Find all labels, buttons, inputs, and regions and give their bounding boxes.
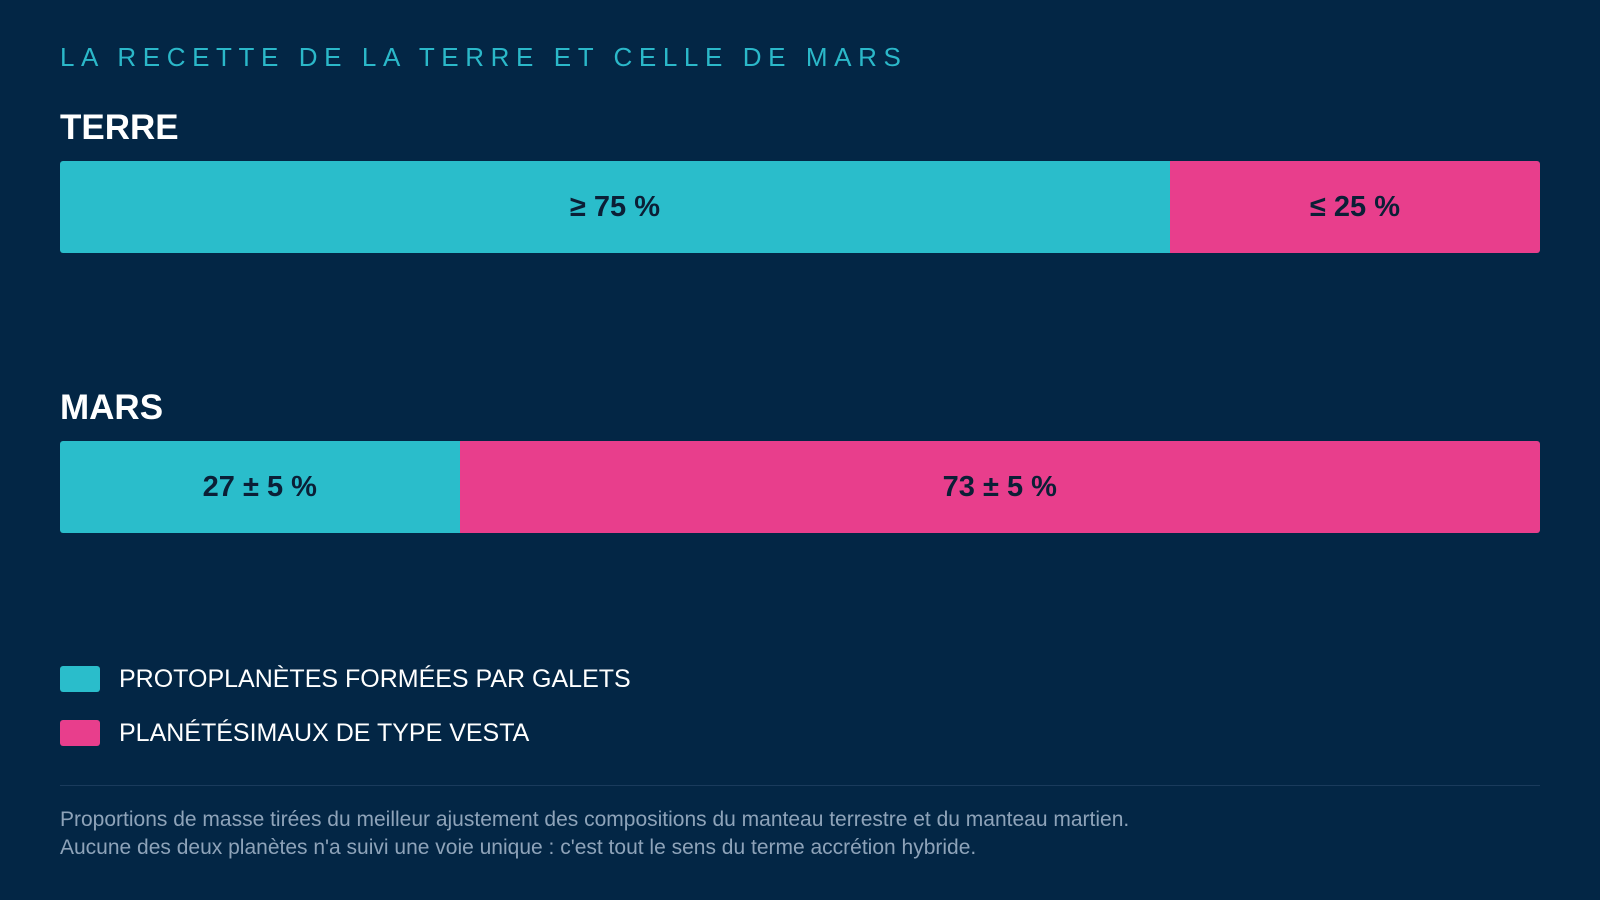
footnote: Proportions de masse tirées du meilleur … bbox=[60, 806, 1129, 862]
legend-label-vesta: PLANÉTÉSIMAUX DE TYPE VESTA bbox=[119, 718, 530, 747]
bar-segment-terre-galets: ≥ 75 % bbox=[60, 161, 1170, 253]
planet-name-mars: MARS bbox=[60, 388, 164, 427]
data-label-terre-galets: ≥ 75 % bbox=[569, 190, 661, 223]
bar-segment-mars-vesta: 73 ± 5 % bbox=[459, 441, 1540, 533]
data-label-terre-vesta: ≤ 25 % bbox=[1309, 190, 1401, 223]
bar-segment-terre-vesta: ≤ 25 % bbox=[1170, 161, 1540, 253]
planet-name-terre: TERRE bbox=[60, 108, 179, 147]
footnote-line-2: Aucune des deux planètes n'a suivi une v… bbox=[60, 836, 977, 859]
legend-swatch-vesta bbox=[60, 720, 100, 746]
bar-segment-mars-galets: 27 ± 5 % bbox=[60, 441, 460, 533]
legend-item-galets: PROTOPLANÈTES FORMÉES PAR GALETS bbox=[60, 664, 631, 694]
data-label-mars-vesta: 73 ± 5 % bbox=[942, 470, 1057, 503]
bar-mars: 27 ± 5 % 73 ± 5 % bbox=[60, 441, 1540, 533]
bar-terre: ≥ 75 % ≤ 25 % bbox=[60, 161, 1540, 253]
legend: PROTOPLANÈTES FORMÉES PAR GALETS PLANÉTÉ… bbox=[60, 664, 631, 772]
data-label-mars-galets: 27 ± 5 % bbox=[202, 470, 317, 503]
chart-kicker: LA RECETTE DE LA TERRE ET CELLE DE MARS bbox=[60, 42, 908, 72]
legend-item-vesta: PLANÉTÉSIMAUX DE TYPE VESTA bbox=[60, 718, 631, 748]
footnote-line-1: Proportions de masse tirées du meilleur … bbox=[60, 808, 1130, 831]
legend-label-galets: PROTOPLANÈTES FORMÉES PAR GALETS bbox=[119, 664, 631, 693]
legend-swatch-galets bbox=[60, 666, 100, 692]
divider bbox=[60, 785, 1540, 786]
